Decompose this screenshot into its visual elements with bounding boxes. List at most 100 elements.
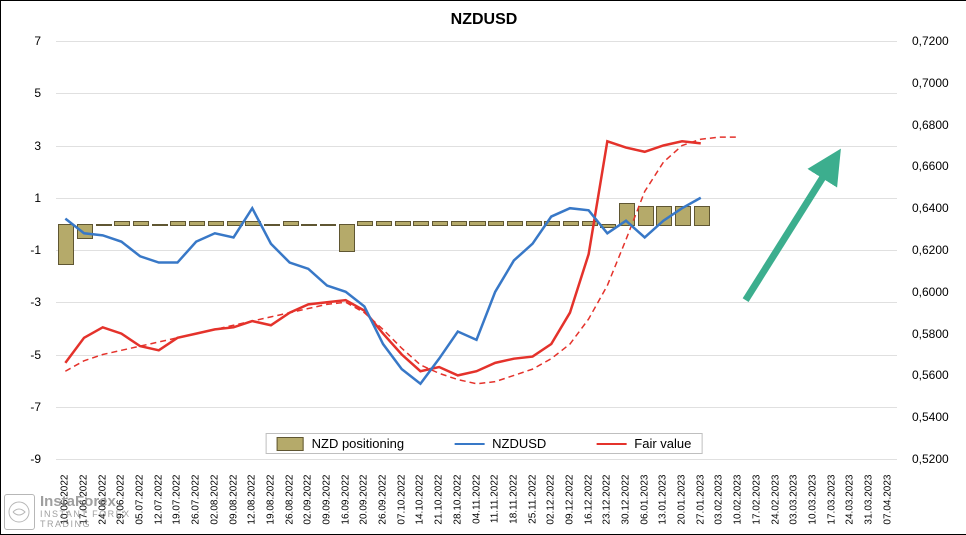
legend-swatch [277, 437, 304, 451]
positioning-bar [694, 206, 710, 226]
x-tick: 25.11.2022 [527, 475, 538, 524]
positioning-bar [320, 224, 336, 226]
y-right-tick: 0,6600 [912, 159, 949, 173]
positioning-bar [339, 224, 355, 252]
chart-title: NZDUSD [451, 11, 518, 29]
x-tick: 19.08.2022 [265, 475, 276, 525]
fair-value-dashed-line [65, 137, 738, 384]
x-tick: 02.09.2022 [303, 475, 314, 525]
positioning-bar [77, 224, 93, 239]
legend-label: NZD positioning [312, 436, 405, 451]
y-axis-left: -9-7-5-3-11357 [1, 41, 51, 459]
x-tick: 23.12.2022 [602, 475, 613, 525]
legend: NZD positioning NZDUSD Fair value [266, 433, 703, 454]
trend-arrow [746, 166, 830, 300]
x-tick: 03.02.2023 [714, 475, 725, 525]
legend-item: Fair value [596, 436, 691, 451]
plot-area [56, 41, 897, 459]
y-right-tick: 0,7000 [912, 76, 949, 90]
y-axis-right: 0,52000,54000,56000,58000,60000,62000,64… [902, 41, 966, 459]
x-tick: 17.02.2023 [751, 475, 762, 525]
fair-value-line [65, 141, 700, 375]
positioning-bar [563, 221, 579, 226]
positioning-bar [675, 206, 691, 226]
gridline [56, 250, 897, 251]
x-tick: 20.09.2022 [359, 475, 370, 525]
positioning-bar [189, 221, 205, 226]
x-tick: 17.03.2023 [826, 475, 837, 525]
x-tick: 18.11.2022 [508, 475, 519, 524]
positioning-bar [376, 221, 392, 226]
positioning-bar [208, 221, 224, 226]
x-tick: 12.08.2022 [247, 475, 258, 525]
x-tick: 20.01.2023 [677, 475, 688, 525]
x-tick: 28.10.2022 [452, 475, 463, 525]
legend-label: Fair value [634, 436, 691, 451]
y-left-tick: 3 [34, 139, 41, 153]
y-right-tick: 0,7200 [912, 34, 949, 48]
legend-swatch [454, 443, 484, 445]
x-tick: 09.12.2022 [564, 475, 575, 525]
positioning-bar [582, 221, 598, 226]
gridline [56, 459, 897, 460]
y-right-tick: 0,5400 [912, 410, 949, 424]
watermark: InstaForex INSTANT FOREX TRADING [4, 493, 164, 531]
positioning-bar [544, 221, 560, 226]
positioning-bar [301, 224, 317, 226]
gridline [56, 93, 897, 94]
y-left-tick: -7 [30, 400, 41, 414]
x-tick: 27.01.2023 [695, 475, 706, 525]
y-left-tick: -9 [30, 452, 41, 466]
positioning-bar [469, 221, 485, 226]
positioning-bar [619, 203, 635, 226]
gridline [56, 355, 897, 356]
positioning-bar [170, 221, 186, 226]
y-right-tick: 0,5200 [912, 452, 949, 466]
y-right-tick: 0,6800 [912, 118, 949, 132]
positioning-bar [96, 224, 112, 226]
x-tick: 09.09.2022 [321, 475, 332, 525]
y-right-tick: 0,6400 [912, 201, 949, 215]
y-right-tick: 0,5800 [912, 327, 949, 341]
x-tick: 21.10.2022 [434, 475, 445, 525]
x-tick: 16.09.2022 [340, 475, 351, 525]
nzdusd-chart: NZDUSD -9-7-5-3-11357 0,52000,54000,5600… [0, 0, 966, 535]
x-tick: 09.08.2022 [228, 475, 239, 525]
y-left-tick: -5 [30, 348, 41, 362]
x-tick: 26.08.2022 [284, 475, 295, 525]
gridline [56, 198, 897, 199]
legend-item: NZD positioning [277, 436, 405, 451]
y-left-tick: 1 [34, 191, 41, 205]
positioning-bar [395, 221, 411, 226]
x-axis: 10.06.202217.06.202224.06.202229.06.2022… [56, 464, 897, 534]
x-tick: 06.01.2023 [639, 475, 650, 525]
x-tick: 02.12.2022 [546, 475, 557, 525]
positioning-bar [507, 221, 523, 226]
positioning-bar [488, 221, 504, 226]
positioning-bar [245, 221, 261, 226]
positioning-bar [264, 224, 280, 226]
watermark-main: InstaForex [40, 494, 164, 511]
y-left-tick: 5 [34, 86, 41, 100]
y-right-tick: 0,6200 [912, 243, 949, 257]
x-tick: 10.03.2023 [807, 475, 818, 525]
y-right-tick: 0,5600 [912, 368, 949, 382]
x-tick: 30.12.2022 [621, 475, 632, 525]
watermark-icon [4, 494, 35, 530]
gridline [56, 302, 897, 303]
positioning-bar [283, 221, 299, 226]
x-tick: 26.09.2022 [378, 475, 389, 525]
x-tick: 04.11.2022 [471, 475, 482, 524]
legend-label: NZDUSD [492, 436, 546, 451]
x-tick: 03.03.2023 [789, 475, 800, 525]
positioning-bar [58, 224, 74, 265]
legend-item: NZDUSD [454, 436, 546, 451]
positioning-bar [638, 206, 654, 226]
x-tick: 16.12.2022 [583, 475, 594, 525]
positioning-bar [432, 221, 448, 226]
positioning-bar [413, 221, 429, 226]
x-tick: 10.02.2023 [733, 475, 744, 525]
x-tick: 11.11.2022 [490, 475, 501, 524]
positioning-bar [357, 221, 373, 226]
y-left-tick: 7 [34, 34, 41, 48]
